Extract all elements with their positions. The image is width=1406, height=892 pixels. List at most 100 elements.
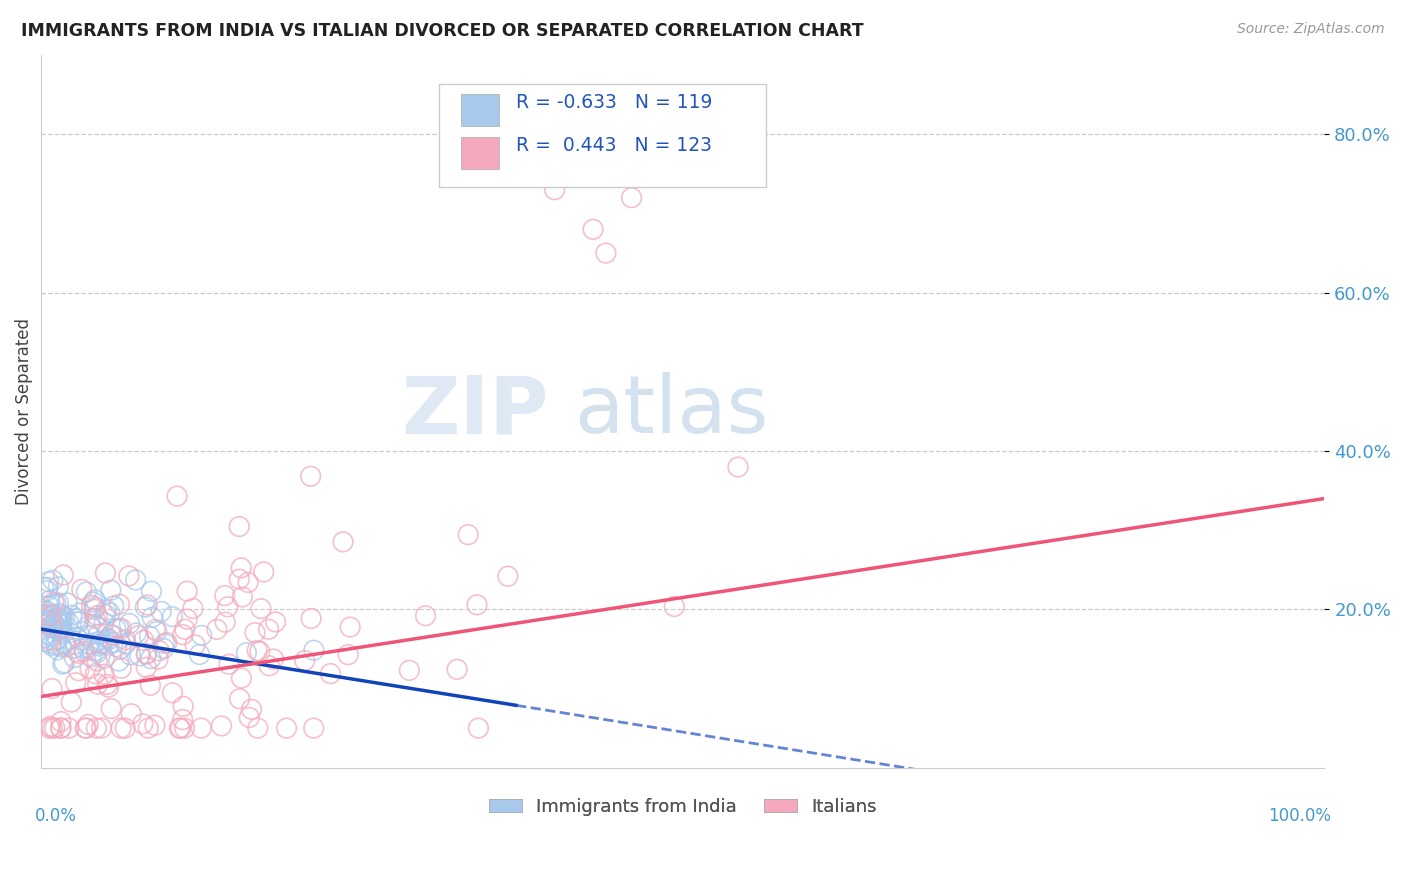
Point <box>231 590 253 604</box>
Point <box>45 614 67 628</box>
Point <box>60 608 83 623</box>
Point <box>118 616 141 631</box>
Point <box>132 717 155 731</box>
Point <box>156 635 179 649</box>
Point <box>59 625 82 640</box>
Point <box>173 721 195 735</box>
Point <box>49 615 72 630</box>
Text: IMMIGRANTS FROM INDIA VS ITALIAN DIVORCED OR SEPARATED CORRELATION CHART: IMMIGRANTS FROM INDIA VS ITALIAN DIVORCE… <box>21 22 863 40</box>
Text: ZIP: ZIP <box>401 373 548 450</box>
Point <box>32 609 55 624</box>
Point <box>80 598 103 612</box>
Point <box>46 632 69 646</box>
Point <box>114 637 136 651</box>
Point <box>51 640 73 654</box>
Point <box>46 643 69 657</box>
Point <box>188 648 211 662</box>
Point <box>67 615 90 629</box>
Point <box>77 628 100 642</box>
Point <box>257 658 280 673</box>
Point <box>104 622 127 636</box>
Point <box>67 664 90 678</box>
Point <box>217 599 239 614</box>
Point <box>543 183 565 197</box>
Point <box>93 615 115 630</box>
Point <box>172 713 194 727</box>
Point <box>173 622 195 636</box>
Point <box>249 644 271 658</box>
Point <box>86 608 108 623</box>
Point <box>205 623 228 637</box>
Point <box>190 628 212 642</box>
Point <box>172 627 194 641</box>
Point <box>415 608 437 623</box>
Point <box>53 636 76 650</box>
Point <box>41 681 63 696</box>
Point <box>87 627 110 641</box>
Point <box>41 721 63 735</box>
Point <box>77 717 100 731</box>
Point <box>83 611 105 625</box>
Point <box>120 706 142 721</box>
Point <box>84 643 107 657</box>
Point <box>228 691 250 706</box>
Point <box>83 599 105 614</box>
Point <box>457 527 479 541</box>
Point <box>146 624 169 639</box>
Point <box>35 615 58 630</box>
Point <box>34 630 56 644</box>
Point <box>53 656 76 670</box>
Point <box>80 650 103 665</box>
Point <box>446 662 468 676</box>
Point <box>214 589 236 603</box>
Point <box>664 599 686 614</box>
Point <box>83 602 105 616</box>
Point <box>496 569 519 583</box>
Point <box>176 612 198 626</box>
Point <box>86 619 108 633</box>
Point <box>100 628 122 642</box>
Point <box>128 648 150 663</box>
Point <box>162 686 184 700</box>
Point <box>93 651 115 665</box>
Point <box>582 222 605 236</box>
Point <box>75 721 97 735</box>
Point <box>141 610 163 624</box>
Point <box>238 710 260 724</box>
Point <box>228 519 250 533</box>
Point <box>37 581 59 595</box>
Point <box>465 598 488 612</box>
Point <box>103 599 125 613</box>
Point <box>107 621 129 635</box>
Point <box>45 611 67 625</box>
Point <box>190 721 212 735</box>
Point <box>89 637 111 651</box>
Point <box>101 628 124 642</box>
Point <box>125 626 148 640</box>
Point <box>42 595 65 609</box>
Point <box>172 699 194 714</box>
Point <box>75 721 97 735</box>
Point <box>39 620 62 634</box>
Point <box>110 622 132 636</box>
Point <box>214 615 236 630</box>
Point <box>51 617 73 632</box>
Point <box>41 618 63 632</box>
Point <box>45 638 67 652</box>
Point <box>37 583 59 598</box>
Point <box>94 607 117 622</box>
Point <box>105 640 128 654</box>
Point <box>53 610 76 624</box>
Point <box>169 721 191 735</box>
Point <box>49 714 72 729</box>
Point <box>97 680 120 694</box>
Point <box>62 641 84 656</box>
Point <box>73 644 96 658</box>
Point <box>37 615 59 629</box>
Point <box>139 651 162 665</box>
Text: R =  0.443   N = 123: R = 0.443 N = 123 <box>516 136 711 154</box>
Point <box>98 606 121 620</box>
Point <box>32 580 55 594</box>
Point <box>79 661 101 675</box>
Point <box>299 469 322 483</box>
